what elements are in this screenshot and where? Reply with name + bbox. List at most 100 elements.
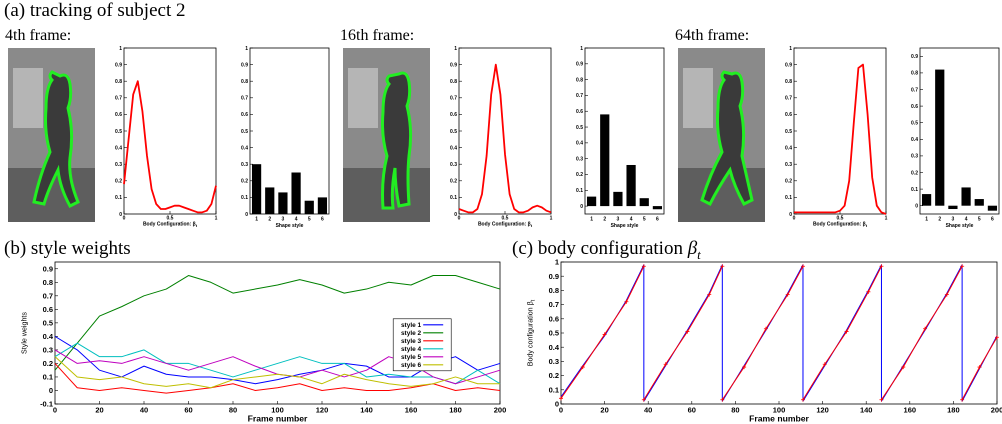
- x-tick-label: 80: [731, 405, 739, 414]
- data-line: [458, 63, 552, 214]
- data-line: [794, 63, 887, 215]
- bar: [265, 187, 275, 214]
- y-tick-label: 0.3: [115, 162, 122, 168]
- plot-frame: [793, 47, 887, 215]
- x-tick-label: 40: [140, 405, 148, 414]
- point-marker: [641, 264, 646, 269]
- x-tick-label: 1: [215, 216, 218, 222]
- y-tick-label: 0.6: [43, 305, 53, 314]
- point-marker: [879, 397, 884, 402]
- y-tick-label: 0.3: [549, 357, 559, 366]
- plot-frame: [584, 47, 665, 215]
- point-marker: [944, 292, 949, 297]
- y-tick-label: 0.3: [576, 156, 583, 162]
- x-tick-label: 4: [630, 217, 633, 223]
- x-tick-label: 2: [603, 217, 606, 223]
- y-tick-label: 1: [454, 46, 457, 52]
- y-tick-label: 0.5: [549, 329, 559, 338]
- x-axis-label-text: Shape style: [276, 223, 304, 229]
- x-tick-label: 3: [952, 217, 955, 223]
- point-marker: [707, 292, 712, 297]
- x-tick-label: 120: [316, 405, 329, 414]
- x-tick-label: 40: [644, 405, 652, 414]
- point-marker: [602, 332, 607, 337]
- x-axis-label: Frame number: [248, 413, 308, 423]
- x-tick-label: 200: [991, 405, 1002, 414]
- y-tick-label: 0.8: [241, 79, 248, 85]
- y-tick-label: 0.1: [450, 195, 457, 201]
- y-tick-label: 0.1: [785, 195, 792, 201]
- point-marker: [977, 365, 982, 370]
- y-tick-label: 0: [915, 203, 918, 209]
- plot-frame: [249, 47, 330, 215]
- y-tick-label: 0.7: [576, 93, 583, 99]
- y-tick-label: 0.3: [241, 162, 248, 168]
- y-tick-label: 0.2: [241, 179, 248, 185]
- bar: [278, 192, 288, 214]
- y-tick-label: 0.5: [115, 129, 122, 135]
- point-marker: [641, 397, 646, 402]
- y-tick-label: 0: [789, 212, 792, 218]
- x-axis-label: Body Configuration: βt: [143, 222, 198, 228]
- x-tick-label: 200: [494, 405, 507, 414]
- y-axis-label-subscript: t: [530, 299, 536, 301]
- y-tick-label: 1: [580, 46, 583, 52]
- y-tick-label: 0.8: [911, 71, 918, 77]
- y-tick-label: 0.5: [576, 125, 583, 131]
- point-marker: [995, 335, 999, 340]
- y-tick-label: 0.2: [785, 179, 792, 185]
- figure-title: (a) tracking of subject 2: [4, 0, 185, 21]
- x-tick-label: 140: [360, 405, 373, 414]
- x-tick-label: 100: [773, 405, 786, 414]
- y-tick-label: 0.1: [576, 188, 583, 194]
- point-marker: [580, 365, 585, 370]
- bar: [304, 200, 314, 214]
- x-tick-label: 3: [282, 217, 285, 223]
- x-tick-label: 60: [688, 405, 696, 414]
- x-tick-label: 0.5: [167, 216, 174, 222]
- x-tick-label: 160: [405, 405, 418, 414]
- y-tick-label: 0.6: [549, 314, 559, 323]
- y-tick-label: 0.9: [241, 62, 248, 68]
- y-tick-label: 0.9: [549, 272, 559, 281]
- x-axis-label-text: Body Configuration: β: [813, 222, 866, 228]
- y-tick-label: 1: [245, 46, 248, 52]
- x-tick-label: 160: [904, 405, 917, 414]
- chart-title: (b) style weights: [4, 238, 131, 259]
- y-tick-label: 0.9: [43, 264, 53, 273]
- y-tick-label: 0.9: [450, 62, 457, 68]
- y-tick-label: 0.3: [450, 162, 457, 168]
- bar: [251, 164, 262, 214]
- data-line: [560, 264, 998, 402]
- point-marker: [663, 362, 668, 367]
- point-marker: [800, 397, 805, 402]
- x-tick-label: 6: [991, 217, 994, 223]
- x-tick-label: 1: [255, 217, 258, 223]
- y-tick-label: 0: [454, 212, 457, 218]
- y-tick-label: 0.1: [115, 195, 122, 201]
- x-tick-label: 4: [295, 217, 298, 223]
- y-tick-label: 0.4: [576, 141, 583, 147]
- bar: [600, 114, 610, 207]
- y-tick-label: 0.4: [549, 343, 560, 352]
- point-marker: [844, 329, 849, 334]
- bar: [961, 187, 971, 206]
- x-tick-label: 3: [617, 217, 620, 223]
- x-tick-label: 60: [184, 405, 192, 414]
- bar: [317, 197, 328, 214]
- data-line: [54, 275, 501, 371]
- y-tick-label: 0.4: [241, 145, 248, 151]
- y-tick-label: 0: [49, 386, 53, 395]
- x-axis-label-subscript: t: [531, 223, 533, 228]
- chart-title: (c) body configuration βt: [512, 238, 701, 262]
- legend-label: style 2: [401, 330, 422, 337]
- y-tick-label: 1: [555, 258, 559, 267]
- x-tick-label: 6: [656, 217, 659, 223]
- tracking-image: [678, 48, 765, 222]
- x-tick-label: 5: [643, 217, 646, 223]
- x-tick-label: 180: [449, 405, 462, 414]
- x-axis-label-text: Frame number: [749, 413, 809, 423]
- y-tick-label: 0.4: [43, 332, 54, 341]
- y-tick-label: 0.4: [785, 145, 792, 151]
